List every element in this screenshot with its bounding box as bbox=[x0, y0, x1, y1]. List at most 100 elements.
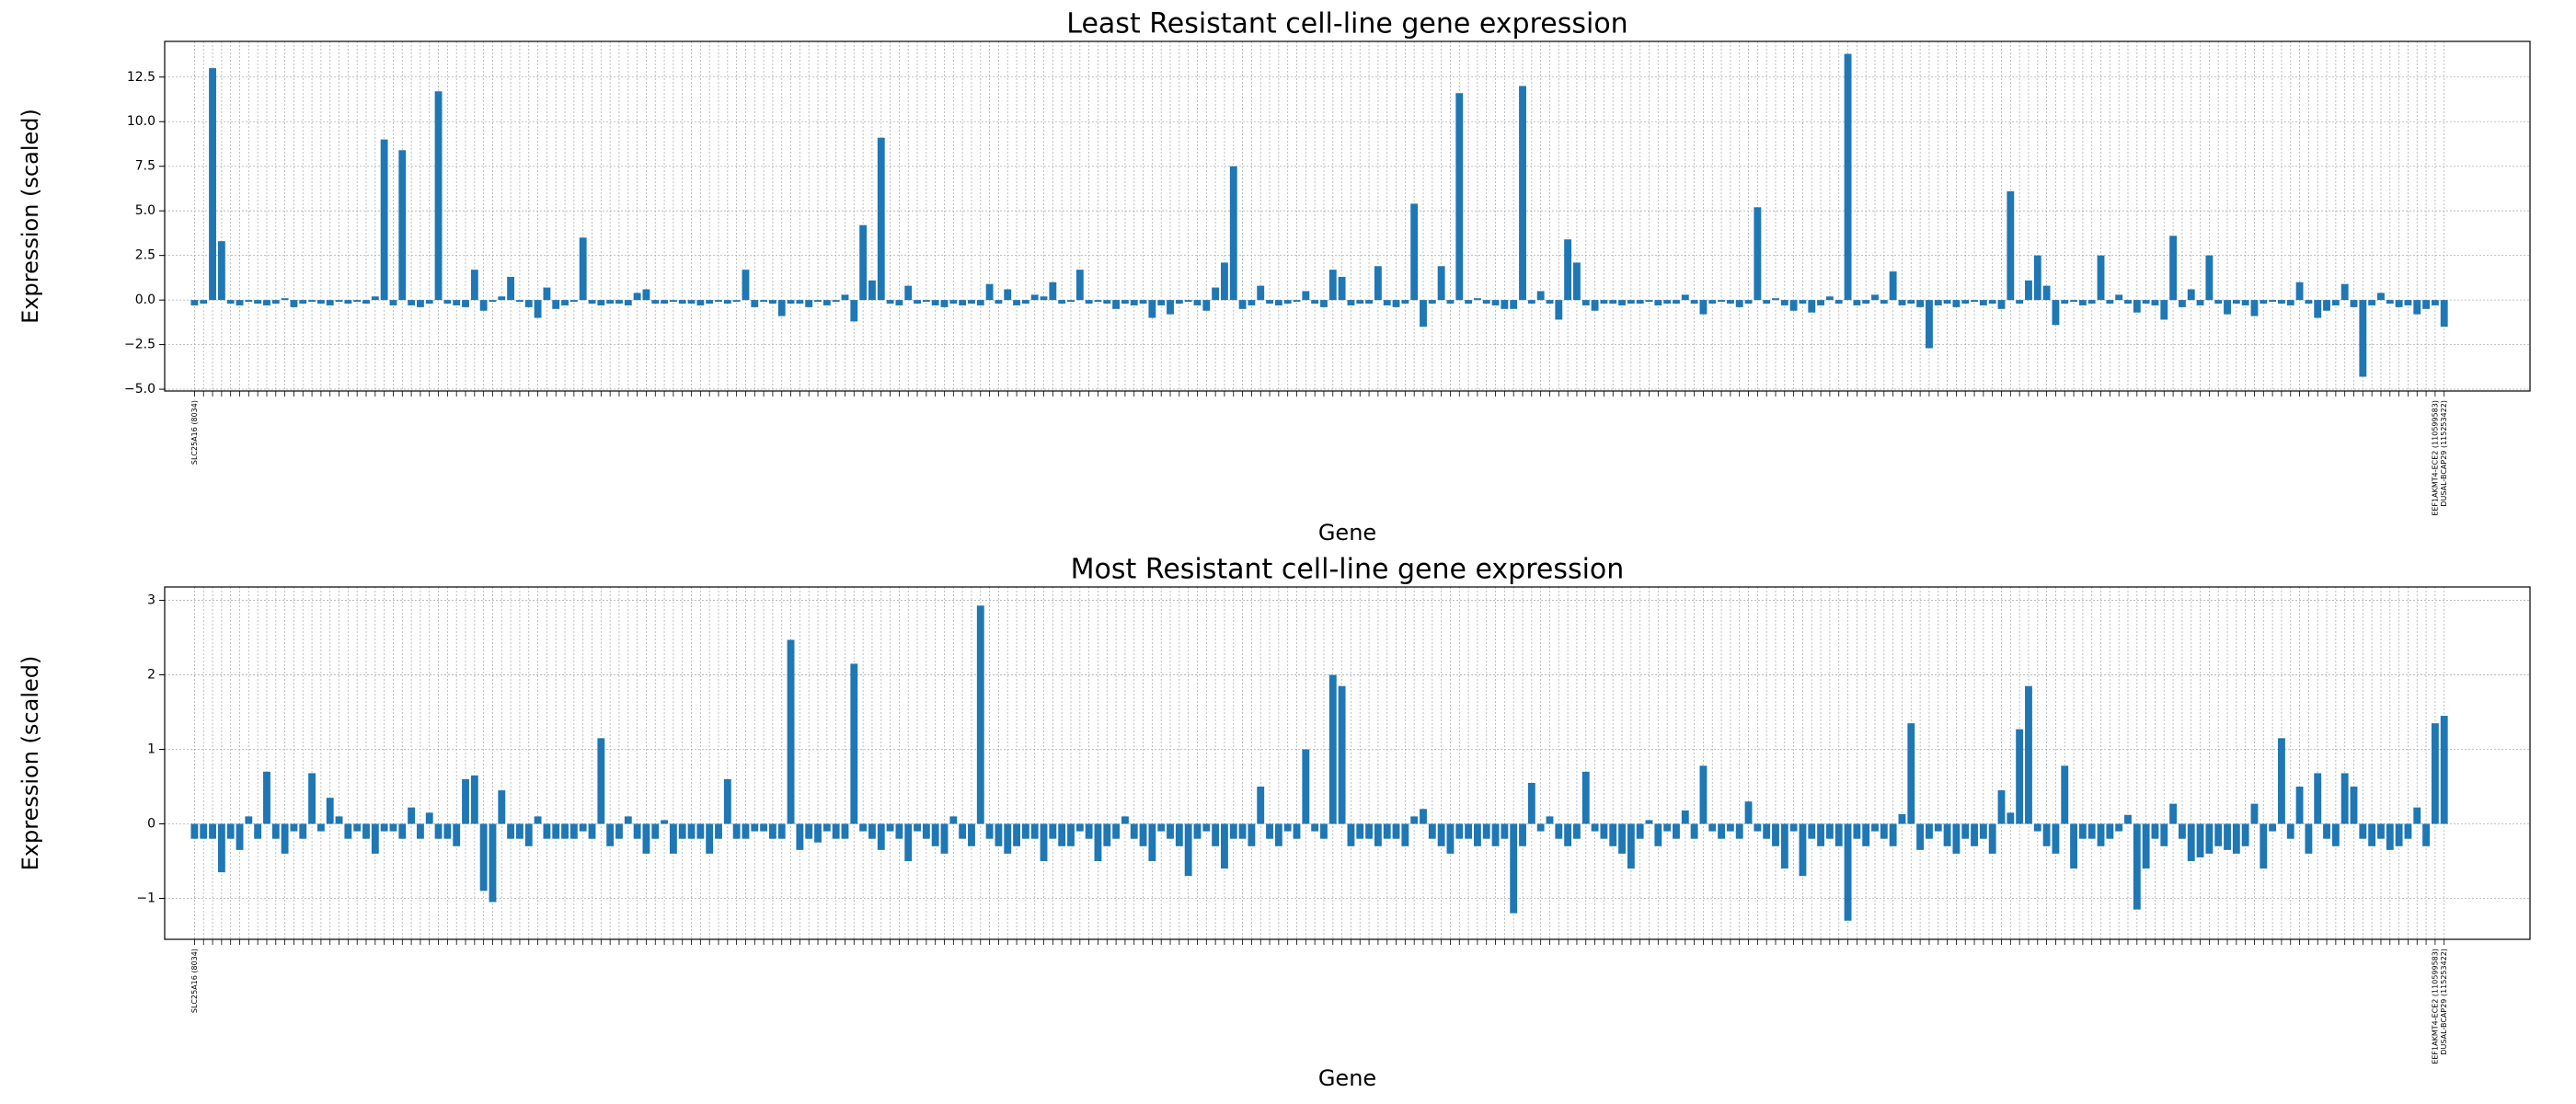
bar bbox=[2440, 300, 2448, 328]
bar bbox=[1862, 300, 1870, 304]
bar bbox=[805, 823, 813, 839]
bar bbox=[2404, 823, 2412, 839]
bar bbox=[335, 300, 343, 303]
bar bbox=[1446, 300, 1455, 304]
bar bbox=[1926, 300, 1933, 349]
bar bbox=[985, 823, 994, 839]
bar bbox=[597, 738, 605, 824]
bar bbox=[1916, 823, 1925, 850]
bar bbox=[814, 823, 822, 843]
bar bbox=[1482, 300, 1490, 304]
bar bbox=[1130, 300, 1138, 305]
bar bbox=[470, 775, 478, 824]
bar bbox=[1780, 823, 1788, 869]
bar bbox=[877, 823, 885, 850]
bar bbox=[1889, 271, 1897, 301]
bar bbox=[1799, 300, 1807, 304]
bar bbox=[1030, 823, 1039, 839]
bar bbox=[1527, 782, 1535, 824]
y-axis-label: Expression (scaled) bbox=[17, 109, 43, 324]
bar bbox=[1121, 300, 1129, 304]
bar bbox=[1627, 300, 1635, 304]
bar bbox=[1193, 823, 1202, 839]
bar bbox=[380, 139, 388, 301]
bar bbox=[1789, 823, 1798, 832]
bar bbox=[1374, 823, 1382, 846]
bar bbox=[1338, 276, 1346, 301]
bar bbox=[1428, 300, 1436, 304]
bar bbox=[706, 300, 714, 304]
bar bbox=[787, 300, 795, 304]
bar bbox=[2340, 283, 2349, 301]
bar bbox=[1880, 300, 1888, 304]
bar bbox=[190, 300, 199, 305]
bar bbox=[470, 270, 478, 301]
bar bbox=[1926, 823, 1933, 839]
bar bbox=[1347, 300, 1355, 305]
bar bbox=[1040, 296, 1048, 301]
bar bbox=[696, 823, 705, 839]
bar bbox=[1184, 300, 1192, 303]
y-tick-label: 2.5 bbox=[135, 248, 155, 263]
bar bbox=[462, 300, 469, 307]
bar bbox=[2395, 300, 2403, 307]
bar bbox=[516, 300, 523, 303]
bar bbox=[1654, 823, 1662, 846]
bar bbox=[507, 823, 515, 839]
bar bbox=[2106, 300, 2114, 304]
bar bbox=[687, 823, 696, 839]
bar bbox=[2286, 823, 2294, 839]
bar bbox=[2169, 803, 2178, 824]
bar bbox=[1428, 823, 1436, 839]
bar bbox=[1898, 300, 1906, 305]
bar bbox=[868, 280, 876, 301]
bar bbox=[2440, 716, 2448, 824]
bar bbox=[1410, 816, 1419, 824]
bar bbox=[633, 293, 641, 301]
bar bbox=[362, 300, 370, 304]
bar bbox=[217, 241, 225, 301]
bar bbox=[479, 300, 488, 311]
bar bbox=[995, 300, 1003, 304]
bar bbox=[1212, 823, 1220, 846]
bar bbox=[507, 276, 515, 301]
bar bbox=[2151, 300, 2159, 305]
bar bbox=[1952, 300, 1961, 307]
y-tick-label: 2 bbox=[147, 668, 155, 683]
bar bbox=[2232, 823, 2240, 854]
bar bbox=[1871, 823, 1879, 832]
bar bbox=[1248, 300, 1256, 305]
axes-frame bbox=[164, 40, 2531, 392]
bar bbox=[2368, 300, 2376, 305]
bar bbox=[914, 300, 921, 304]
bar bbox=[236, 300, 244, 305]
bar bbox=[2097, 255, 2105, 301]
bar bbox=[1654, 300, 1662, 305]
bar bbox=[2007, 812, 2015, 824]
bar bbox=[1437, 823, 1445, 846]
bar bbox=[2115, 294, 2123, 301]
bar bbox=[1636, 823, 1644, 839]
bar bbox=[1473, 298, 1481, 301]
bar bbox=[2340, 773, 2349, 824]
bar bbox=[2431, 723, 2439, 824]
bar bbox=[1229, 823, 1237, 839]
bar bbox=[2151, 823, 2159, 839]
bar bbox=[669, 823, 677, 854]
bar bbox=[1988, 823, 1996, 854]
bar bbox=[995, 823, 1003, 846]
bar bbox=[2178, 823, 2186, 839]
bar bbox=[1708, 823, 1717, 832]
bar bbox=[453, 823, 461, 846]
bar bbox=[1573, 262, 1581, 301]
bar bbox=[2422, 300, 2430, 309]
bar bbox=[2133, 823, 2141, 910]
bar bbox=[1257, 285, 1265, 301]
bar bbox=[1067, 823, 1075, 846]
bar bbox=[1961, 300, 1970, 304]
bar bbox=[2260, 823, 2268, 869]
bar bbox=[200, 300, 208, 304]
bar bbox=[1880, 823, 1888, 839]
bar bbox=[1555, 823, 1563, 839]
bar bbox=[2250, 803, 2259, 824]
